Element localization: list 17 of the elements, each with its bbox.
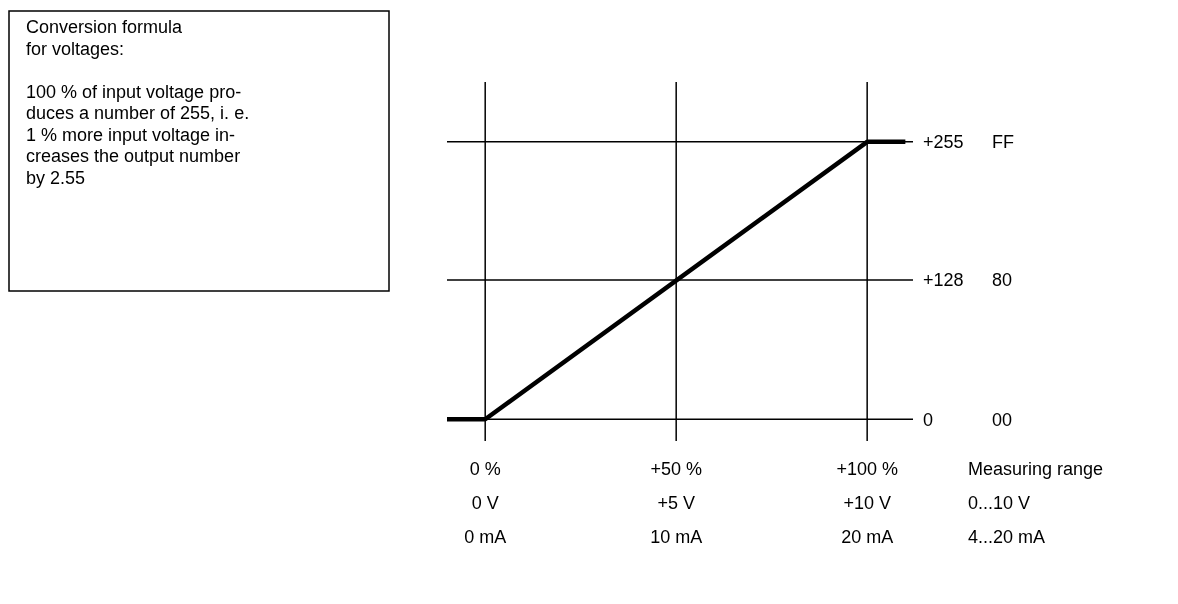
text: 20 mA [841,527,894,547]
y-tick-label: +128 [923,270,964,291]
x-tick-label: +50 % [650,459,702,479]
x-axis-title: Measuring range 0...10 V 4...20 mA [968,459,1104,547]
y-tick-label: 0 [923,409,934,430]
text: 80 [992,270,1013,291]
x-tick-label: 0 % [469,459,501,479]
text: 00 [992,409,1013,430]
x2-tick-label: +5 V [657,493,695,513]
text: Conversion formula for voltages: 100 % of input voltage pro- duces a number of 255, i. e. 1 % more input voltage in- creases the output number by 2.55 [26,17,250,188]
x2-tick-label: 0 V [471,493,499,513]
text: FF [992,132,1014,153]
x2-tick-label: +10 V [843,493,891,513]
y-tick-label: +255 [923,132,964,153]
text: 10 mA [650,527,703,547]
text: 0 mA [464,527,507,547]
x-tick-label: +100 % [836,459,898,479]
